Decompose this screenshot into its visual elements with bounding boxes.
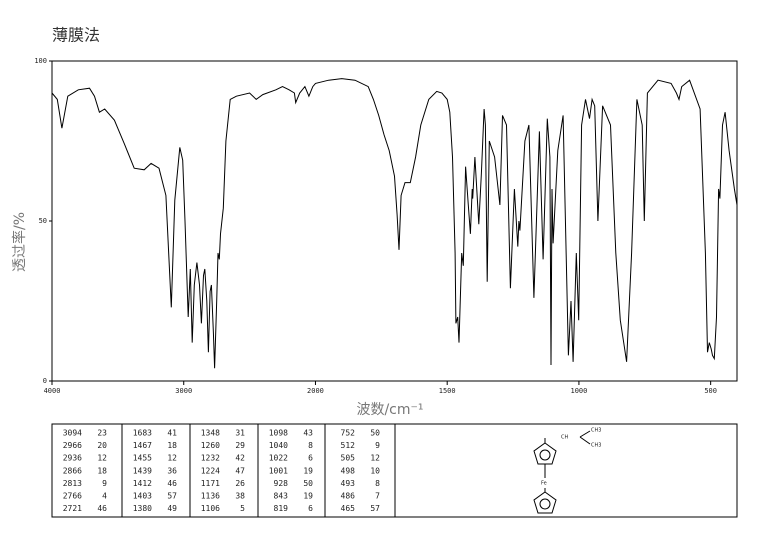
- x-tick-label: 4000: [44, 387, 61, 395]
- peak-transmittance: 29: [235, 441, 245, 450]
- peak-wavenumber: 493: [341, 479, 356, 488]
- peak-wavenumber: 465: [341, 504, 356, 513]
- y-tick-label: 50: [39, 217, 47, 225]
- ring: [533, 491, 557, 514]
- peak-transmittance: 57: [167, 492, 177, 501]
- peak-transmittance: 19: [303, 466, 313, 475]
- peak-transmittance: 6: [308, 504, 313, 513]
- peak-wavenumber: 1022: [269, 454, 288, 463]
- spectrum-line: [51, 78, 738, 369]
- peak-transmittance: 12: [97, 454, 107, 463]
- peak-transmittance: 6: [308, 454, 313, 463]
- peak-wavenumber: 752: [341, 429, 356, 438]
- peak-wavenumber: 1380: [133, 504, 152, 513]
- peak-wavenumber: 505: [341, 454, 356, 463]
- peak-wavenumber: 1098: [269, 429, 288, 438]
- chart-title: 薄膜法: [52, 26, 100, 45]
- peak-transmittance: 18: [97, 466, 107, 475]
- atom-label: CH3: [591, 443, 601, 449]
- peak-wavenumber: 1136: [201, 492, 220, 501]
- peak-transmittance: 7: [375, 492, 380, 501]
- peak-transmittance: 18: [167, 441, 177, 450]
- peak-wavenumber: 1439: [133, 466, 152, 475]
- atom-label: Fe: [541, 481, 547, 487]
- peak-transmittance: 12: [167, 454, 177, 463]
- peak-wavenumber: 1106: [201, 504, 220, 513]
- structure: [533, 430, 591, 514]
- peak-transmittance: 41: [167, 429, 177, 438]
- y-axis-label: 透过率/%: [11, 212, 28, 272]
- x-tick-label: 2000: [307, 387, 324, 395]
- peak-transmittance: 4: [102, 492, 107, 501]
- peak-wavenumber: 2766: [63, 492, 82, 501]
- x-tick-label: 500: [704, 387, 717, 395]
- peak-wavenumber: 486: [341, 492, 356, 501]
- peak-transmittance: 57: [370, 504, 380, 513]
- peak-transmittance: 46: [167, 479, 177, 488]
- peak-transmittance: 19: [303, 492, 313, 501]
- peak-transmittance: 9: [375, 441, 380, 450]
- peak-transmittance: 10: [370, 466, 380, 475]
- peak-wavenumber: 3094: [63, 429, 82, 438]
- x-tick-label: 3000: [175, 387, 192, 395]
- peak-wavenumber: 1403: [133, 492, 152, 501]
- peak-wavenumber: 928: [274, 479, 289, 488]
- peak-transmittance: 8: [308, 441, 313, 450]
- x-tick-label: 1500: [439, 387, 456, 395]
- peak-transmittance: 38: [235, 492, 245, 501]
- peak-wavenumber: 498: [341, 466, 356, 475]
- peak-wavenumber: 1412: [133, 479, 152, 488]
- peak-transmittance: 46: [97, 504, 107, 513]
- plot-frame: [51, 60, 738, 382]
- peak-wavenumber: 2721: [63, 504, 82, 513]
- peak-transmittance: 42: [235, 454, 245, 463]
- peak-transmittance: 36: [167, 466, 177, 475]
- peak-transmittance: 31: [235, 429, 245, 438]
- y-tick-label: 100: [34, 57, 47, 65]
- peak-wavenumber: 1001: [269, 466, 288, 475]
- peak-transmittance: 23: [97, 429, 107, 438]
- peak-wavenumber: 1683: [133, 429, 152, 438]
- peak-transmittance: 8: [375, 479, 380, 488]
- peak-transmittance: 47: [235, 466, 245, 475]
- peak-transmittance: 12: [370, 454, 380, 463]
- ring-circle: [539, 449, 551, 461]
- peak-wavenumber: 1171: [201, 479, 220, 488]
- peak-transmittance: 50: [370, 429, 380, 438]
- x-tick-label: 1000: [570, 387, 587, 395]
- ring: [533, 442, 557, 465]
- structure-labels: CH CH3 CH3 Fe: [541, 428, 601, 487]
- bond: [579, 436, 591, 445]
- y-tick-label: 0: [43, 377, 47, 385]
- bond: [579, 430, 591, 438]
- peak-transmittance: 43: [303, 429, 313, 438]
- peak-transmittance: 50: [303, 479, 313, 488]
- peak-transmittance: 9: [102, 479, 107, 488]
- peak-wavenumber: 1467: [133, 441, 152, 450]
- ring-circle: [539, 498, 551, 510]
- peak-wavenumber: 512: [341, 441, 356, 450]
- peak-wavenumber: 1224: [201, 466, 220, 475]
- peak-transmittance: 5: [240, 504, 245, 513]
- peak-wavenumber: 2866: [63, 466, 82, 475]
- atom-label: CH: [561, 435, 568, 441]
- peak-wavenumber: 1232: [201, 454, 220, 463]
- peak-wavenumber: 1040: [269, 441, 288, 450]
- peak-wavenumber: 819: [274, 504, 289, 513]
- peak-transmittance: 26: [235, 479, 245, 488]
- peak-wavenumber: 843: [274, 492, 289, 501]
- peak-transmittance: 49: [167, 504, 177, 513]
- peak-wavenumber: 2813: [63, 479, 82, 488]
- x-axis-label: 波数/cm⁻¹: [356, 402, 423, 418]
- peak-wavenumber: 2936: [63, 454, 82, 463]
- atom-label: CH3: [591, 428, 601, 434]
- peak-wavenumber: 1348: [201, 429, 220, 438]
- peak-wavenumber: 2966: [63, 441, 82, 450]
- peak-transmittance: 20: [97, 441, 107, 450]
- peak-wavenumber: 1455: [133, 454, 152, 463]
- peak-wavenumber: 1260: [201, 441, 220, 450]
